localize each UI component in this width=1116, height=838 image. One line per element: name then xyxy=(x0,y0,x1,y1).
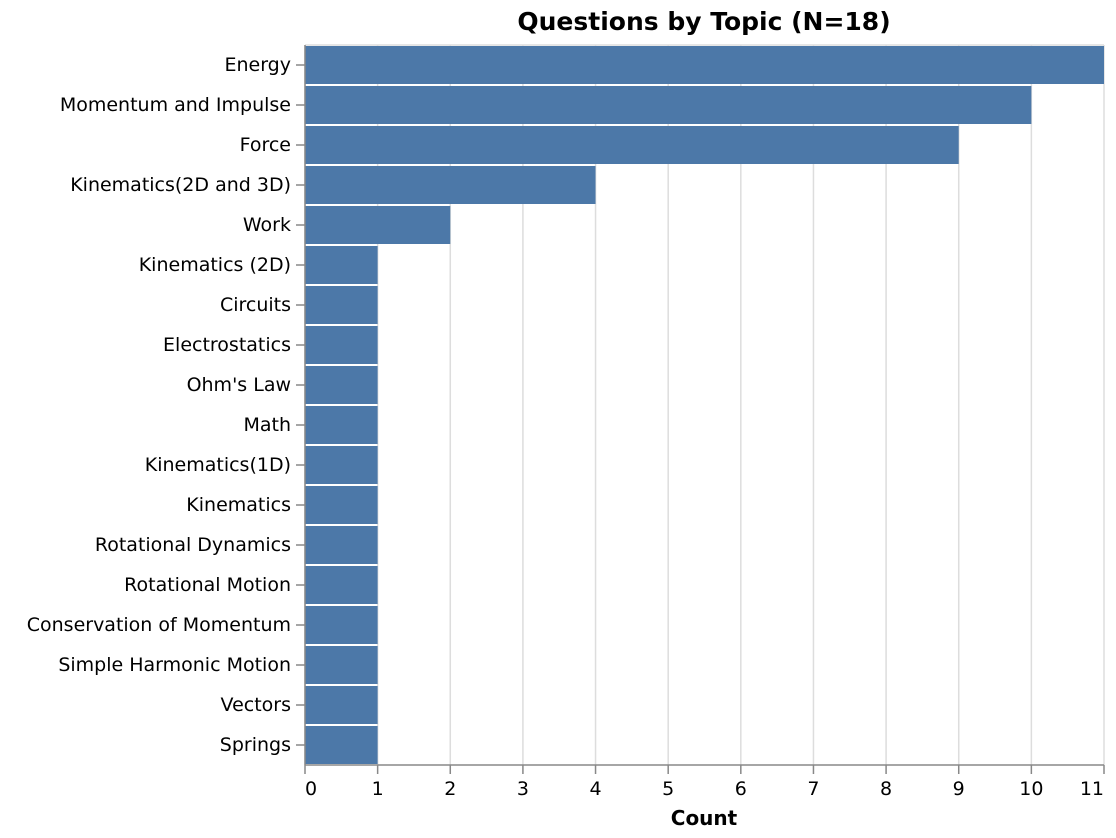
x-axis-title: Count xyxy=(671,806,738,830)
y-tick-label: Math xyxy=(243,414,291,436)
y-tick-label: Kinematics xyxy=(186,494,291,516)
bars xyxy=(305,46,1104,764)
y-tick-label: Energy xyxy=(224,54,291,76)
x-tick-label: 4 xyxy=(589,778,601,800)
y-tick-label: Springs xyxy=(220,734,291,756)
y-tick-label: Rotational Dynamics xyxy=(95,534,291,556)
bar xyxy=(305,606,378,644)
y-tick-label: Kinematics(2D and 3D) xyxy=(70,174,291,196)
bar xyxy=(305,286,378,324)
y-tick-label: Kinematics (2D) xyxy=(139,254,291,276)
y-tick-label: Circuits xyxy=(220,294,291,316)
bar xyxy=(305,446,378,484)
x-tick-label: 3 xyxy=(517,778,529,800)
x-tick-label: 9 xyxy=(953,778,965,800)
y-tick-label: Force xyxy=(240,134,291,156)
gridlines xyxy=(304,44,1105,765)
x-tick-label: 0 xyxy=(305,778,317,800)
bar xyxy=(305,46,1104,84)
bar xyxy=(305,486,378,524)
bar xyxy=(305,406,378,444)
bar xyxy=(305,686,378,724)
bar xyxy=(305,726,378,764)
x-tick-label: 1 xyxy=(372,778,384,800)
x-tick-label: 2 xyxy=(444,778,456,800)
bar xyxy=(305,326,378,364)
x-axis: 0 1 2 3 4 5 6 7 8 9 10 11 xyxy=(304,764,1105,800)
bar xyxy=(305,526,378,564)
y-tick-label: Conservation of Momentum xyxy=(27,614,291,636)
bar xyxy=(305,126,959,164)
x-tick-label: 6 xyxy=(735,778,747,800)
y-tick-label: Ohm's Law xyxy=(187,374,291,396)
bar xyxy=(305,86,1032,124)
bar xyxy=(305,166,596,204)
y-tick-label: Momentum and Impulse xyxy=(60,94,291,116)
y-tick-label: Rotational Motion xyxy=(124,574,291,596)
bar xyxy=(305,646,378,684)
y-tick-label: Electrostatics xyxy=(163,334,291,356)
x-tick-label: 5 xyxy=(662,778,674,800)
bar xyxy=(305,566,378,604)
y-tick-label: Work xyxy=(243,214,291,236)
bar xyxy=(305,246,378,284)
y-axis: Energy Momentum and Impulse Force Kinematic… xyxy=(27,45,306,765)
x-tick-label: 8 xyxy=(880,778,892,800)
x-tick-label: 10 xyxy=(1019,778,1043,800)
bar xyxy=(305,206,451,244)
chart-title: Questions by Topic (N=18) xyxy=(517,7,890,36)
y-tick-label: Vectors xyxy=(221,694,291,716)
x-tick-label: 11 xyxy=(1080,778,1104,800)
bar xyxy=(305,366,378,404)
x-tick-label: 7 xyxy=(807,778,819,800)
y-tick-label: Simple Harmonic Motion xyxy=(58,654,291,676)
y-tick-label: Kinematics(1D) xyxy=(145,454,291,476)
